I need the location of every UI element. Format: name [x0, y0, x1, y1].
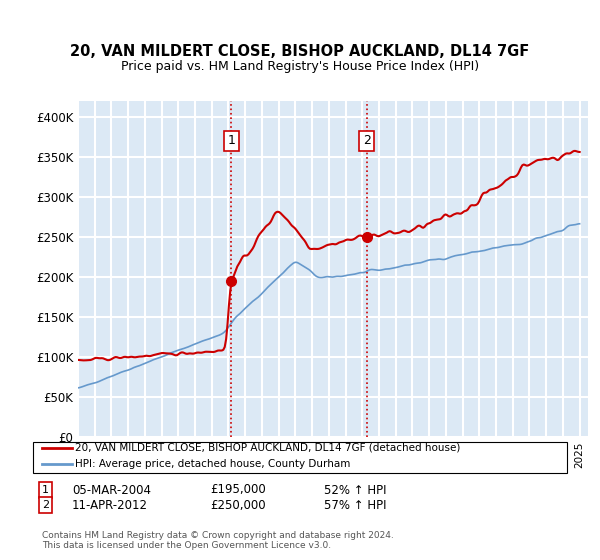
Text: £250,000: £250,000: [210, 498, 266, 512]
Text: 52% ↑ HPI: 52% ↑ HPI: [324, 483, 386, 497]
Text: 2: 2: [363, 134, 371, 147]
Text: 11-APR-2012: 11-APR-2012: [72, 498, 148, 512]
Text: Contains HM Land Registry data © Crown copyright and database right 2024.
This d: Contains HM Land Registry data © Crown c…: [42, 530, 394, 550]
Text: 20, VAN MILDERT CLOSE, BISHOP AUCKLAND, DL14 7GF (detached house): 20, VAN MILDERT CLOSE, BISHOP AUCKLAND, …: [75, 443, 460, 453]
Text: 1: 1: [42, 485, 49, 495]
Text: 05-MAR-2004: 05-MAR-2004: [72, 483, 151, 497]
Text: 1: 1: [227, 134, 235, 147]
Text: Price paid vs. HM Land Registry's House Price Index (HPI): Price paid vs. HM Land Registry's House …: [121, 60, 479, 73]
Text: £195,000: £195,000: [210, 483, 266, 497]
Text: 57% ↑ HPI: 57% ↑ HPI: [324, 498, 386, 512]
Text: 20, VAN MILDERT CLOSE, BISHOP AUCKLAND, DL14 7GF (detached house): 20, VAN MILDERT CLOSE, BISHOP AUCKLAND, …: [75, 443, 460, 453]
Text: 2: 2: [42, 500, 49, 510]
Text: HPI: Average price, detached house, County Durham: HPI: Average price, detached house, Coun…: [75, 459, 350, 469]
Text: HPI: Average price, detached house, County Durham: HPI: Average price, detached house, Coun…: [75, 459, 350, 469]
Text: 20, VAN MILDERT CLOSE, BISHOP AUCKLAND, DL14 7GF: 20, VAN MILDERT CLOSE, BISHOP AUCKLAND, …: [70, 44, 530, 59]
